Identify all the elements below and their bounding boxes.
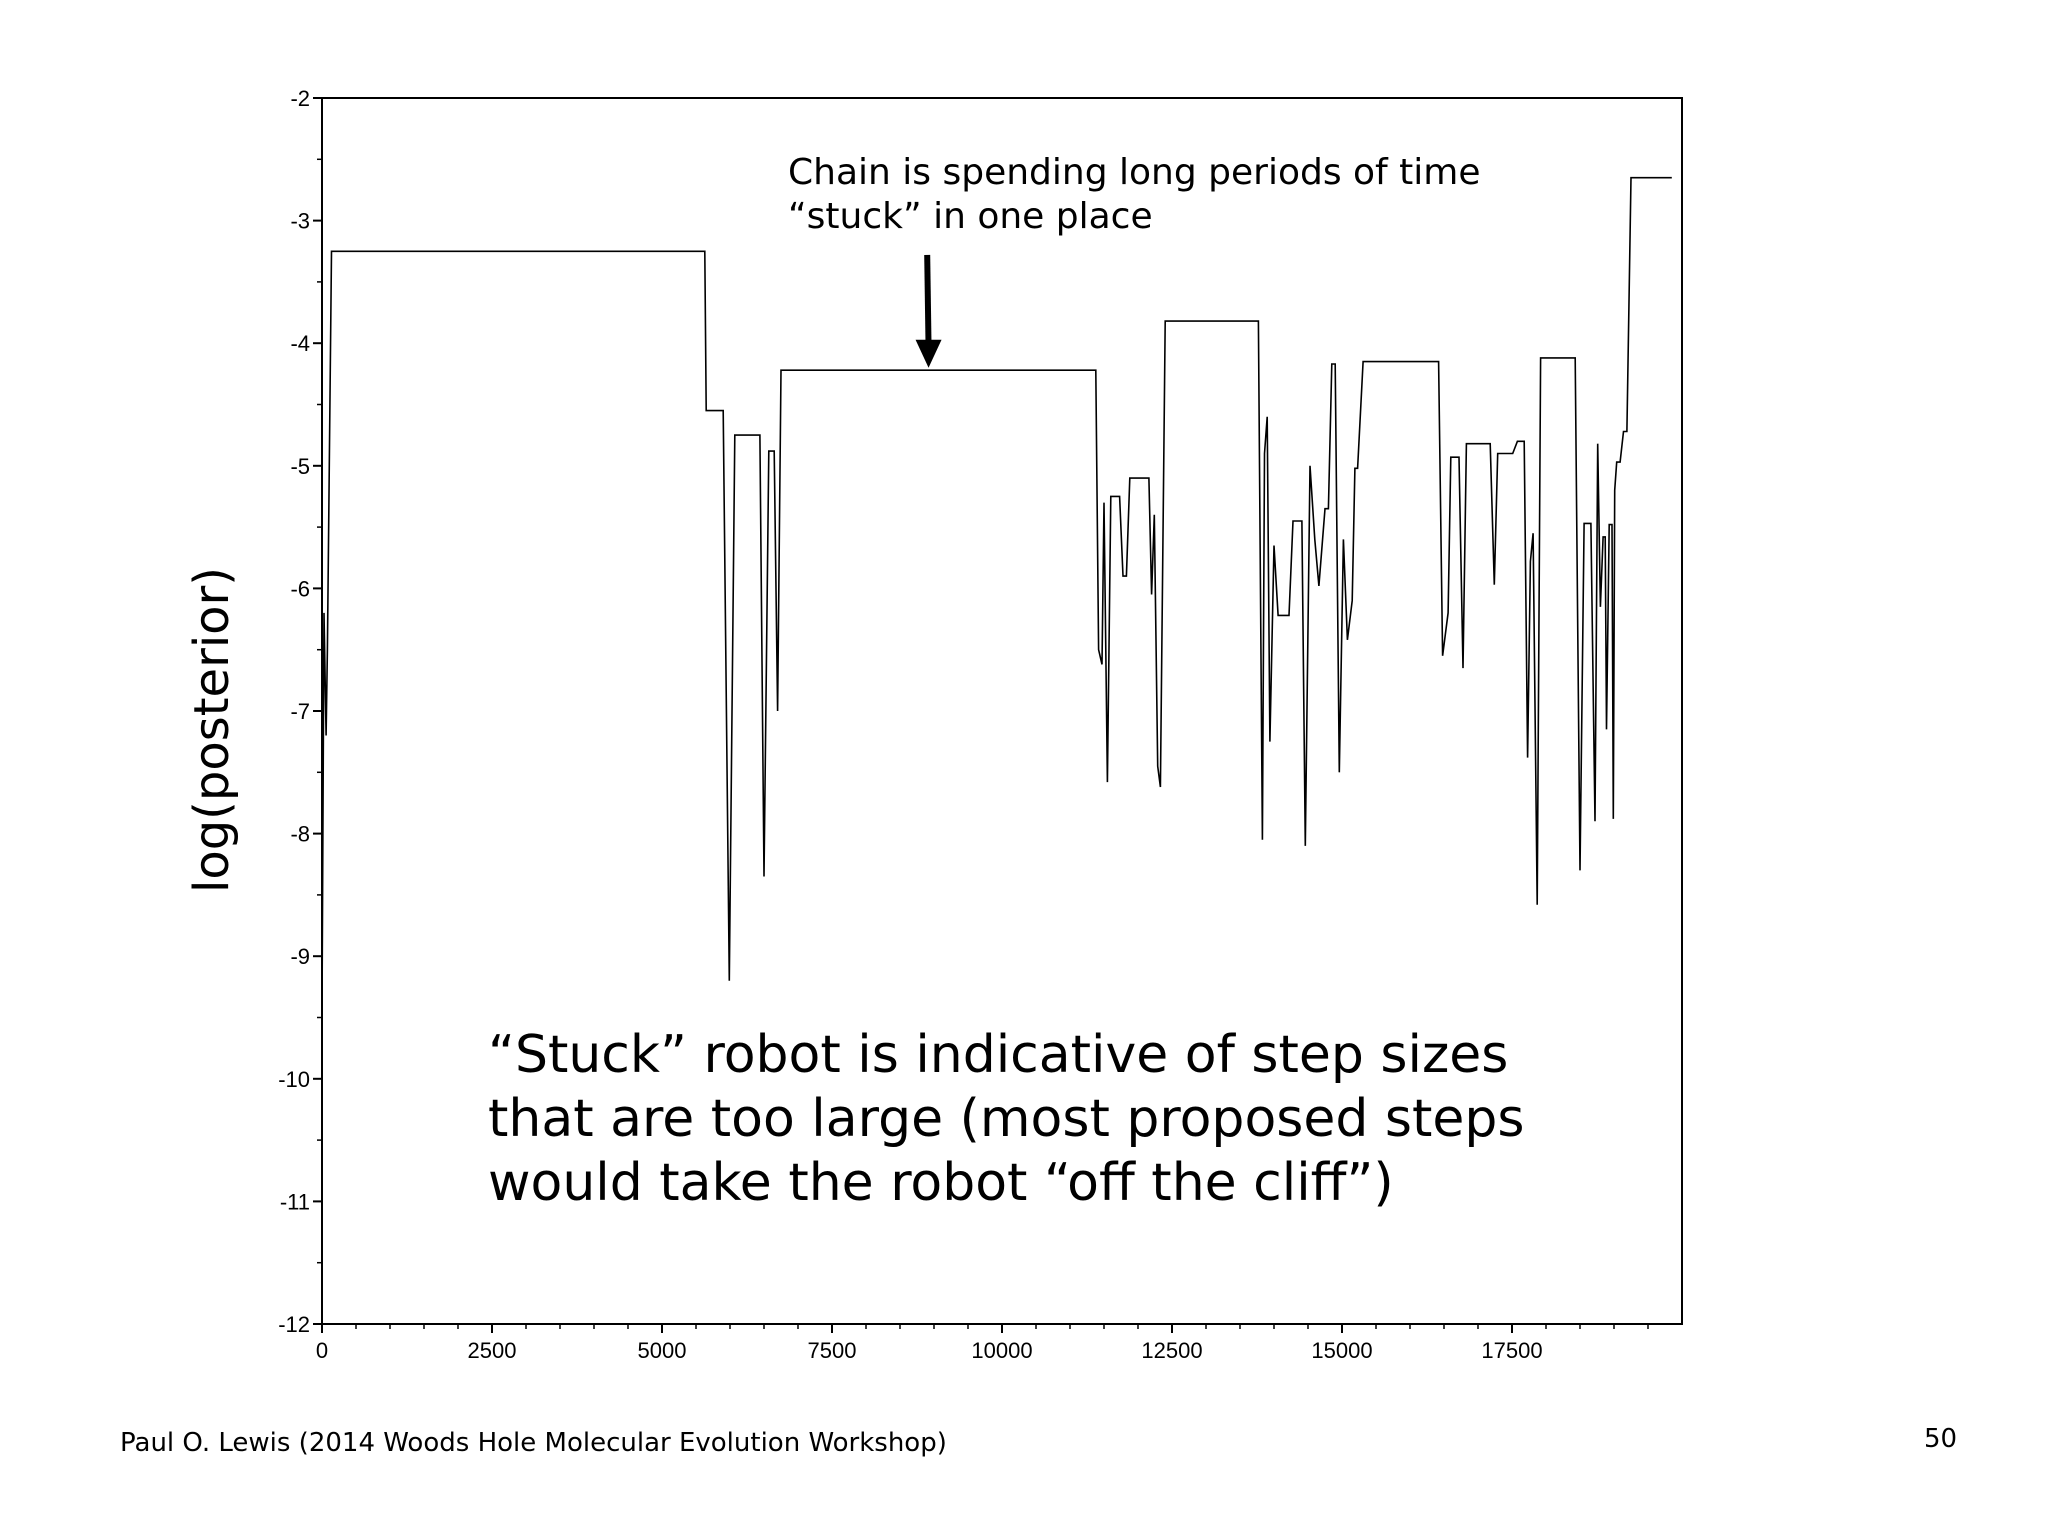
y-tick-label: -3 — [290, 209, 310, 234]
ticks: 0 2500 5000 7500 10000 12500 15000 17500 -2 -3 -4 -… — [278, 86, 1649, 1363]
trace-line — [321, 176, 1672, 1012]
explanation-line-2: that are too large (most proposed steps — [488, 1089, 1524, 1149]
explanation-line-3: would take the robot “off the cliff”) — [488, 1153, 1394, 1213]
y-tick-label: -6 — [290, 576, 310, 601]
x-tick-label: 7500 — [808, 1338, 857, 1363]
y-tick-label: -4 — [290, 331, 310, 356]
y-tick-label: -12 — [278, 1312, 310, 1337]
series — [321, 176, 1672, 1012]
footer-credit: Paul O. Lewis (2014 Woods Hole Molecular… — [120, 1428, 947, 1458]
x-tick-label: 15000 — [1311, 1338, 1372, 1363]
y-tick-label: -11 — [280, 1189, 310, 1214]
y-tick-label: -10 — [278, 1067, 310, 1092]
y-tick-label: -7 — [290, 699, 310, 724]
stuck-annotation-line-1: Chain is spending long periods of time — [788, 152, 1481, 193]
explanation-annotation: “Stuck” robot is indicative of step size… — [488, 1025, 1541, 1213]
x-tick-label: 17500 — [1481, 1338, 1542, 1363]
page-number: 50 — [1924, 1424, 1958, 1454]
y-tick-label: -9 — [290, 944, 310, 969]
y-axis-label: log(posterior) — [184, 567, 240, 893]
arrow-shaft — [924, 254, 932, 348]
stuck-arrow — [915, 254, 942, 368]
y-tick-label: -5 — [290, 454, 310, 479]
y-tick-label: -8 — [290, 822, 310, 847]
x-tick-label: 5000 — [638, 1338, 687, 1363]
arrow-head — [915, 339, 942, 368]
y-tick-label: -2 — [290, 86, 310, 111]
stuck-annotation: Chain is spending long periods of time “… — [788, 152, 1492, 237]
x-tick-label: 10000 — [971, 1338, 1032, 1363]
x-tick-label: 2500 — [468, 1338, 517, 1363]
x-tick-label: 12500 — [1141, 1338, 1202, 1363]
explanation-line-1: “Stuck” robot is indicative of step size… — [488, 1025, 1508, 1085]
stuck-annotation-line-2: “stuck” in one place — [788, 196, 1153, 237]
x-tick-label: 0 — [316, 1338, 328, 1363]
